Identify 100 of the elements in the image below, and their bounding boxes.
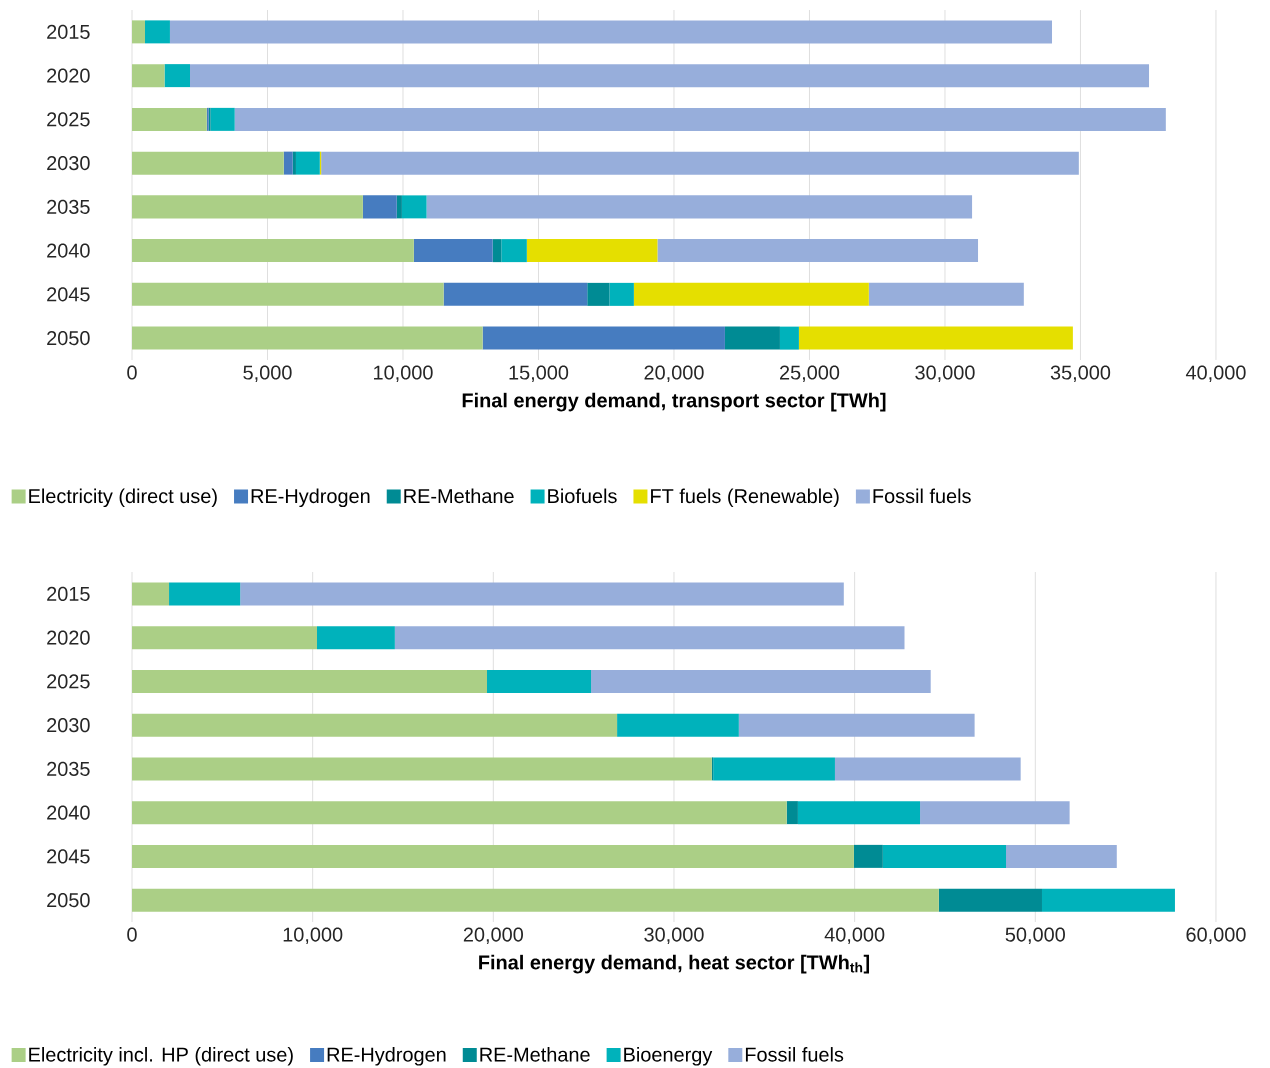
bar	[169, 20, 1053, 44]
bar	[132, 20, 146, 44]
bar	[798, 326, 1073, 350]
bar	[401, 195, 427, 219]
bar	[189, 64, 1150, 88]
y-tick-label: 2030	[47, 156, 90, 171]
legend-label: Electricity (direct use)	[29, 488, 217, 508]
bar	[132, 801, 787, 825]
x-tick-label: 10,000	[374, 365, 433, 382]
bar	[132, 195, 363, 219]
bar	[609, 282, 634, 306]
bar	[132, 888, 939, 912]
legend-label: RE-Methane	[404, 488, 514, 504]
bar	[786, 801, 798, 825]
bar	[920, 801, 1070, 825]
bar	[492, 239, 502, 263]
bar	[868, 282, 1024, 306]
bar	[443, 282, 588, 306]
bar	[132, 669, 487, 693]
legend-label: RE-Methane	[480, 1047, 590, 1062]
bar	[713, 757, 835, 781]
bar	[132, 107, 207, 131]
y-tick-label: 2020	[47, 630, 90, 645]
bar	[501, 239, 527, 263]
bar	[132, 239, 414, 263]
bar	[317, 626, 395, 650]
bar	[633, 282, 869, 306]
bar	[132, 582, 170, 606]
x-tick-label: 0	[127, 365, 137, 380]
bar	[938, 888, 1042, 912]
bar	[482, 326, 725, 350]
x-tick-label: 60,000	[1186, 927, 1246, 944]
y-tick-label: 2050	[47, 893, 90, 908]
bar	[1006, 844, 1117, 868]
legend-label: Bioenergy	[624, 1047, 713, 1066]
x-tick-label: 50,000	[1005, 927, 1065, 944]
bar	[657, 239, 979, 263]
bar	[132, 626, 317, 650]
y-tick-label: 2025	[47, 112, 90, 127]
x-tick-label: 25,000	[780, 365, 840, 382]
bar	[292, 151, 296, 175]
x-tick-label: 30,000	[915, 365, 975, 382]
y-tick-label: 2040	[47, 243, 90, 258]
x-tick-label: 20,000	[463, 927, 523, 944]
legend-label: Biofuels	[548, 488, 617, 504]
bar	[724, 326, 780, 350]
x-axis-title: Final energy demand, transport sector [TWh]	[462, 392, 886, 412]
y-tick-label: 2045	[47, 287, 90, 302]
bar	[132, 282, 444, 306]
x-tick-label: 20,000	[644, 365, 704, 382]
y-tick-label: 2020	[47, 68, 90, 83]
y-tick-label: 2035	[47, 199, 90, 214]
x-tick-label: 40,000	[1185, 365, 1246, 382]
bar	[169, 582, 241, 606]
legend-label: RE-Hydrogen	[251, 488, 370, 508]
legend-label: FT fuels (Renewable)	[651, 488, 839, 508]
bar	[234, 107, 1166, 131]
x-tick-label: 30,000	[644, 927, 704, 944]
bar	[779, 326, 799, 350]
y-tick-label: 2045	[47, 849, 90, 864]
y-tick-label: 2025	[47, 674, 90, 689]
bar	[487, 669, 592, 693]
bar	[1041, 888, 1175, 912]
bar	[738, 713, 975, 737]
bar	[853, 844, 883, 868]
y-tick-label: 2015	[47, 586, 90, 601]
bar	[210, 107, 235, 131]
x-tick-label: 0	[127, 927, 137, 942]
x-axis-title: Final energy demand, heat sector [TWh$_{th}$]	[479, 954, 870, 974]
bar	[591, 669, 931, 693]
bar	[834, 757, 1021, 781]
legend-label: Fossil fuels	[745, 1047, 844, 1062]
bar	[413, 239, 493, 263]
x-tick-label: 15,000	[509, 365, 569, 382]
bar	[145, 20, 170, 44]
bar	[797, 801, 921, 825]
legend-label: Electricity incl. HP (direct use)	[29, 1047, 293, 1066]
x-tick-label: 10,000	[283, 927, 343, 944]
y-tick-label: 2050	[47, 331, 90, 346]
x-tick-label: 35,000	[1050, 365, 1111, 382]
bar	[283, 151, 293, 175]
bar	[321, 151, 1079, 175]
bar	[132, 713, 618, 737]
bar	[587, 282, 610, 306]
bar	[240, 582, 844, 606]
bar	[295, 151, 320, 175]
x-tick-label: 5,000	[243, 365, 292, 382]
y-tick-label: 2030	[47, 718, 90, 733]
bar	[394, 626, 905, 650]
bar	[132, 64, 165, 88]
bar	[882, 844, 1007, 868]
bar	[132, 151, 284, 175]
bar	[362, 195, 397, 219]
bar	[617, 713, 739, 737]
legend-label: RE-Hydrogen	[327, 1047, 446, 1066]
legend-label: Fossil fuels	[873, 488, 971, 504]
bar	[526, 239, 658, 263]
bar	[132, 757, 712, 781]
bar	[396, 195, 402, 219]
bar	[132, 326, 483, 350]
